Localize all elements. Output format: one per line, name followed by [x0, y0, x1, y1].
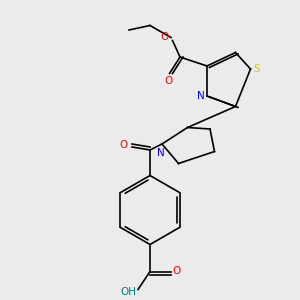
Text: O: O [119, 140, 128, 151]
Text: OH: OH [121, 287, 136, 297]
Text: O: O [164, 76, 172, 86]
Text: N: N [157, 148, 164, 158]
Text: N: N [197, 91, 205, 101]
Text: S: S [254, 64, 260, 74]
Text: O: O [160, 32, 169, 43]
Text: O: O [172, 266, 181, 276]
